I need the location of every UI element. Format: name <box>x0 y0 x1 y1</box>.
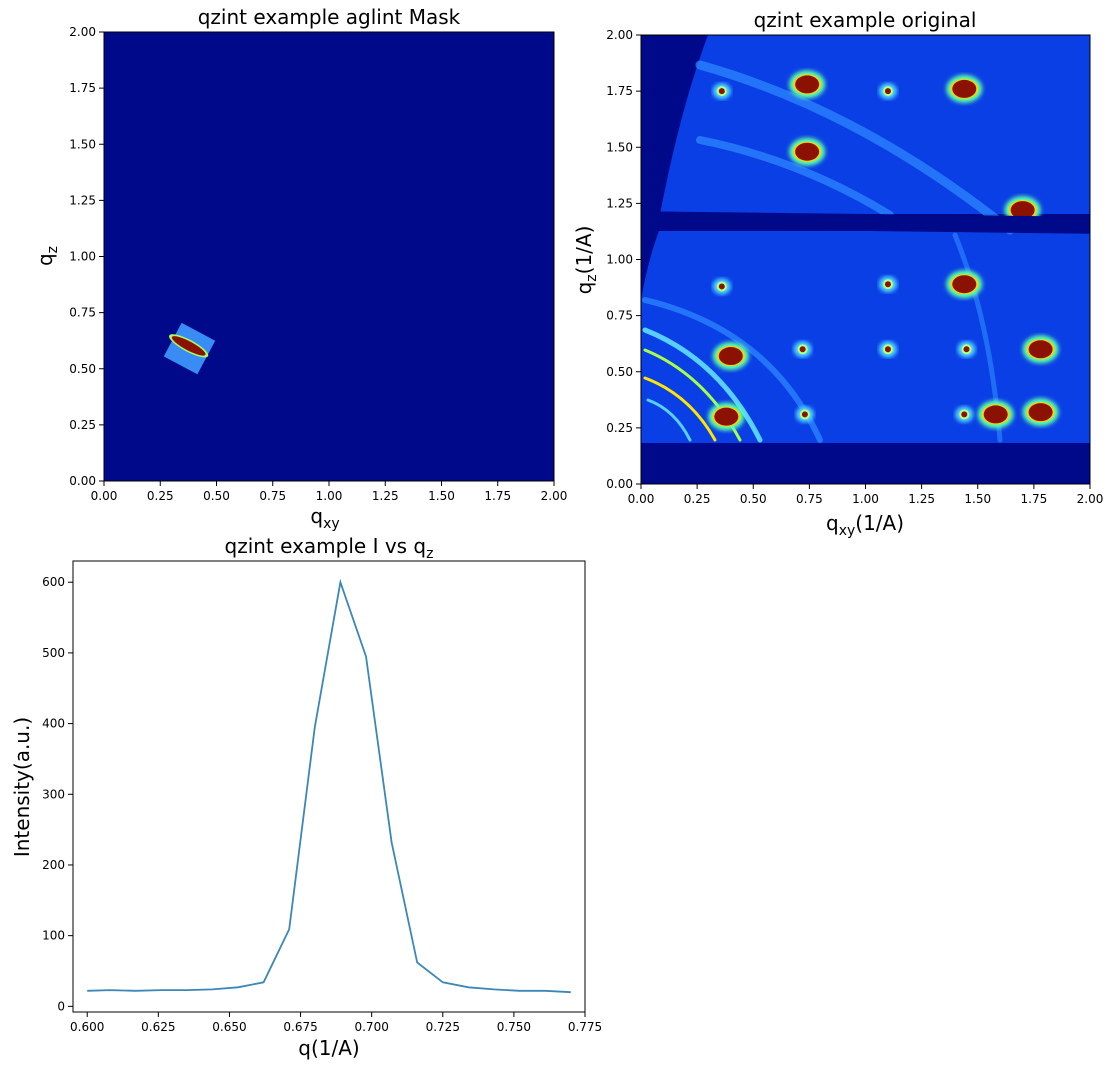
intensity-line-chart: qzint example I vs qz 0.600 0.625 0.650 0.6… <box>10 534 602 1060</box>
original-x-tick-label: 0.75 <box>796 492 823 506</box>
mask-y-tick-label: 0.75 <box>69 306 96 320</box>
original-x-tick-label: 1.75 <box>1021 492 1048 506</box>
detector-panel-top <box>660 35 1090 214</box>
original-axes: 0.00 0.25 0.50 0.75 1.00 1.25 1.50 1.75 2.00 0.00… <box>606 28 1103 506</box>
diffraction-peak <box>712 278 731 295</box>
line-y-tick-label: 500 <box>42 646 65 660</box>
mask-x-axis-label: qxy <box>310 504 339 532</box>
mask-x-tick-label: 0.50 <box>203 489 230 503</box>
line-y-tick-label: 200 <box>42 858 65 872</box>
original-y-tick-label: 0.00 <box>606 477 633 491</box>
mask-y-tick-label: 1.00 <box>69 250 96 264</box>
original-y-tick-label: 1.50 <box>606 140 633 154</box>
diffraction-peak <box>712 83 731 100</box>
mask-y-tick-label: 1.75 <box>69 81 96 95</box>
diffraction-peak <box>946 270 983 299</box>
original-x-tick-label: 2.00 <box>1077 492 1104 506</box>
diffraction-peak <box>878 276 897 293</box>
line-y-axis-label: Intensity(a.u.) <box>10 717 34 857</box>
mask-region <box>163 322 216 375</box>
line-chart-title: qzint example I vs qz <box>225 534 434 562</box>
line-x-tick-label: 0.700 <box>354 1020 388 1034</box>
original-y-tick-label: 0.25 <box>606 421 633 435</box>
diffraction-peak <box>957 341 976 358</box>
mask-square <box>163 322 216 375</box>
original-x-tick-label: 1.50 <box>964 492 991 506</box>
line-y-tick-label: 400 <box>42 717 65 731</box>
line-x-tick-label: 0.750 <box>497 1020 531 1034</box>
diffraction-peaks <box>708 70 1059 431</box>
original-x-axis-label: qxy(1/A) <box>826 511 904 539</box>
diffraction-peak <box>878 341 897 358</box>
diffraction-peak <box>712 342 749 371</box>
line-y-tick-label: 0 <box>57 999 65 1013</box>
mask-chart-title: qzint example aglint Mask <box>198 5 461 29</box>
mask-y-tick-label: 1.25 <box>69 193 96 207</box>
original-x-tick-label: 0.25 <box>684 492 711 506</box>
original-y-tick-label: 0.75 <box>606 309 633 323</box>
original-y-tick-label: 2.00 <box>606 28 633 42</box>
line-x-tick-label: 0.725 <box>426 1020 460 1034</box>
original-y-axis-label: qz(1/A) <box>572 226 600 295</box>
mask-x-tick-label: 1.25 <box>372 489 399 503</box>
original-x-tick-label: 0.00 <box>628 492 655 506</box>
line-y-tick-label: 300 <box>42 787 65 801</box>
original-x-tick-label: 0.50 <box>740 492 767 506</box>
mask-x-tick-label: 0.75 <box>259 489 286 503</box>
mask-y-tick-label: 0.00 <box>69 474 96 488</box>
line-y-tick-label: 100 <box>42 929 65 943</box>
original-y-tick-label: 0.50 <box>606 365 633 379</box>
line-axes: 0.600 0.625 0.650 0.675 0.700 0.725 0.750 0.775… <box>42 575 602 1034</box>
line-x-tick-label: 0.675 <box>283 1020 317 1034</box>
mask-heatmap-background <box>104 32 554 481</box>
mask-x-tick-label: 1.50 <box>428 489 455 503</box>
diffraction-peak <box>1022 335 1059 364</box>
detector-panel-bottom <box>641 231 1090 443</box>
detector-gap-bottom <box>641 443 1090 484</box>
original-y-tick-label: 1.75 <box>606 84 633 98</box>
mask-y-tick-label: 0.50 <box>69 362 96 376</box>
mask-x-tick-label: 0.25 <box>147 489 174 503</box>
line-x-tick-label: 0.775 <box>568 1020 602 1034</box>
diffraction-peak <box>789 137 826 166</box>
mask-peak <box>171 336 206 356</box>
mask-heatmap-chart: qzint example aglint Mask 0.00 0.25 0.50 0.… <box>33 5 567 532</box>
diffraction-rings <box>642 60 1015 443</box>
detector-gap-middle <box>641 211 1090 234</box>
original-x-tick-label: 1.00 <box>852 492 879 506</box>
diffraction-peak <box>795 406 814 423</box>
diffraction-peak <box>977 400 1014 429</box>
original-heatmap-chart: qzint example original 0.00 0.25 0 <box>572 8 1103 539</box>
line-y-tick-label: 600 <box>42 575 65 589</box>
mask-y-tick-label: 1.50 <box>69 137 96 151</box>
mask-axes: 0.00 0.25 0.50 0.75 1.00 1.25 1.50 1.75 2.00 0.00… <box>69 25 567 503</box>
line-x-tick-label: 0.600 <box>70 1020 104 1034</box>
line-plot-area <box>73 561 585 1012</box>
original-y-tick-label: 1.00 <box>606 253 633 267</box>
line-x-axis-label: q(1/A) <box>298 1036 359 1060</box>
diffraction-peak <box>708 402 745 431</box>
diffraction-peak <box>946 74 983 103</box>
mask-y-axis-label: qz <box>33 246 61 266</box>
diffraction-peak <box>789 70 826 99</box>
diffraction-peak <box>1022 398 1059 427</box>
diffraction-peak <box>955 406 974 423</box>
mask-y-tick-label: 0.25 <box>69 418 96 432</box>
intensity-series-line <box>87 578 571 994</box>
line-x-tick-label: 0.625 <box>141 1020 175 1034</box>
mask-y-tick-label: 2.00 <box>69 25 96 39</box>
diffraction-peak <box>878 83 897 100</box>
mask-x-tick-label: 1.00 <box>316 489 343 503</box>
original-y-tick-label: 1.25 <box>606 196 633 210</box>
mask-x-tick-label: 0.00 <box>91 489 118 503</box>
original-heatmap-image <box>641 35 1090 484</box>
original-x-tick-label: 1.25 <box>908 492 935 506</box>
diffraction-peak <box>793 341 812 358</box>
mask-x-tick-label: 1.75 <box>484 489 511 503</box>
line-x-tick-label: 0.650 <box>212 1020 246 1034</box>
line-plot-frame <box>72 560 586 1013</box>
original-chart-title: qzint example original <box>754 8 977 32</box>
mask-x-tick-label: 2.00 <box>541 489 568 503</box>
